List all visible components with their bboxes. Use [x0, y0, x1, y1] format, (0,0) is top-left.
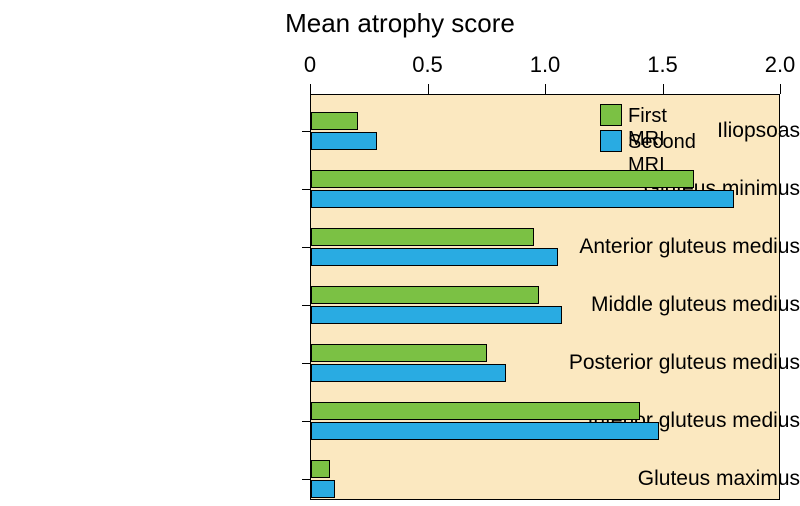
x-tick-mark	[545, 84, 546, 94]
y-tick-mark	[302, 131, 310, 132]
x-tick-mark	[780, 84, 781, 94]
category-label: Posterior gluteus medius	[508, 352, 800, 373]
bar-first-mri	[311, 112, 358, 130]
bar-second-mri	[311, 422, 659, 440]
x-tick-mark	[310, 84, 311, 94]
bar-first-mri	[311, 286, 539, 304]
legend-label: Second MRI	[628, 131, 696, 177]
bar-first-mri	[311, 460, 330, 478]
bar-second-mri	[311, 306, 562, 324]
x-tick-label: 1.0	[515, 52, 575, 78]
x-tick-label: 1.5	[633, 52, 693, 78]
chart-title: Mean atrophy score	[0, 8, 800, 39]
bar-second-mri	[311, 364, 506, 382]
x-tick-label: 0.5	[398, 52, 458, 78]
x-tick-label: 0	[280, 52, 340, 78]
bar-first-mri	[311, 344, 487, 362]
bar-first-mri	[311, 402, 640, 420]
bar-second-mri	[311, 480, 335, 498]
bar-second-mri	[311, 248, 558, 266]
bar-first-mri	[311, 228, 534, 246]
x-tick-mark	[428, 84, 429, 94]
bar-second-mri	[311, 190, 734, 208]
y-tick-mark	[302, 421, 310, 422]
y-tick-mark	[302, 479, 310, 480]
y-tick-mark	[302, 363, 310, 364]
chart-container: Mean atrophy score 00.51.01.52.0 Iliopso…	[0, 0, 800, 506]
y-tick-mark	[302, 247, 310, 248]
x-tick-mark	[663, 84, 664, 94]
legend-swatch	[600, 130, 622, 152]
category-label: Gluteus maximus	[508, 468, 800, 489]
y-tick-mark	[302, 189, 310, 190]
bar-second-mri	[311, 132, 377, 150]
x-tick-label: 2.0	[750, 52, 800, 78]
y-tick-mark	[302, 305, 310, 306]
legend-swatch	[600, 104, 622, 126]
